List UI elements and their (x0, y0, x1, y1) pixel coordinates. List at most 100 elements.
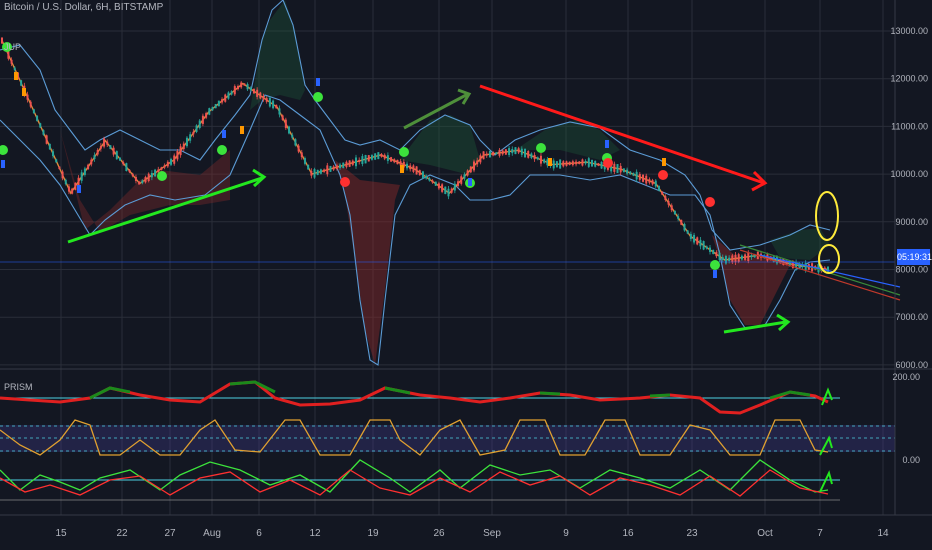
candle-body (664, 196, 667, 200)
candle-body (508, 148, 511, 155)
candle-body (444, 186, 447, 195)
candle-body (648, 179, 651, 183)
candle-body (600, 161, 603, 169)
rise-arrow[interactable] (403, 92, 469, 130)
price-tick-label: 6000.00 (895, 360, 928, 370)
candle-body (415, 166, 418, 175)
highlight-ellipse-lower[interactable] (818, 244, 840, 274)
prism-arrow-1 (821, 387, 833, 406)
candle-body (115, 151, 118, 160)
candle-body (160, 167, 163, 170)
candle-body (670, 205, 673, 211)
candle-body (406, 163, 409, 169)
candle-body (374, 153, 377, 160)
buy-signal[interactable] (710, 260, 720, 270)
candle-body (409, 165, 412, 170)
candle-body (543, 159, 546, 163)
candle-body (42, 130, 45, 135)
candle-body (552, 160, 555, 169)
candle-body (546, 159, 549, 166)
support-arrow-1[interactable] (67, 176, 263, 244)
candle-body (93, 155, 96, 160)
buy-signal[interactable] (0, 145, 8, 155)
candle-body (64, 179, 67, 185)
candle-body (520, 148, 523, 155)
candle-body (447, 188, 450, 197)
candle-body (185, 137, 188, 147)
prism-oscillator-lower (0, 459, 829, 493)
candle-body (421, 171, 424, 179)
candle-body (565, 161, 568, 166)
candle-body (182, 143, 185, 150)
sub-tick-label: 0.00 (902, 455, 920, 465)
candle-body (724, 255, 727, 264)
candle-body (699, 239, 702, 247)
buy-signal[interactable] (313, 92, 323, 102)
candle-body (217, 100, 220, 107)
candle-body (769, 256, 772, 261)
candle-body (686, 230, 689, 234)
channel-line-1 (739, 244, 901, 296)
bar-marker-orange (22, 88, 26, 96)
candle-body (252, 88, 255, 94)
candle-body (642, 174, 645, 182)
candle-body (795, 262, 798, 268)
candle-body (568, 161, 571, 165)
candle-body (431, 180, 434, 183)
candle-body (10, 59, 13, 64)
candle-body (476, 160, 479, 165)
candle-body (559, 159, 562, 169)
sell-signal[interactable] (603, 158, 613, 168)
time-tick-label: Oct (757, 528, 773, 539)
candle-body (259, 92, 262, 99)
buy-signal[interactable] (536, 143, 546, 153)
support-arrow-2[interactable] (723, 320, 787, 334)
time-tick-label: 26 (433, 528, 445, 539)
candle-body (390, 157, 393, 162)
candle-body (396, 159, 399, 165)
candle-body (740, 255, 743, 260)
candle-body (77, 177, 80, 186)
candle-body (654, 180, 657, 187)
candle-body (39, 123, 42, 128)
buy-signal[interactable] (217, 145, 227, 155)
buy-signal[interactable] (157, 171, 167, 181)
prism-oscillator-mid (0, 419, 829, 456)
buy-signal[interactable] (2, 42, 12, 52)
bar-marker-blue (316, 78, 320, 86)
candle-body (275, 104, 278, 109)
candle-body (208, 108, 211, 115)
candle-body (332, 166, 335, 170)
sell-signal[interactable] (658, 170, 668, 180)
candle-body (307, 164, 310, 170)
candle-body (128, 169, 131, 173)
candle-body (485, 153, 488, 156)
candle-body (638, 174, 641, 180)
candle-body (122, 162, 125, 165)
candle-body (693, 234, 696, 243)
candle-body (52, 151, 55, 157)
resistance-arrow[interactable] (479, 84, 765, 185)
candle-body (466, 170, 469, 176)
candle-body (326, 165, 329, 175)
sell-signal[interactable] (705, 197, 715, 207)
candle-body (632, 172, 635, 176)
sell-signal[interactable] (340, 177, 350, 187)
time-tick-label: Sep (483, 528, 501, 539)
candle-body (173, 155, 176, 164)
time-tick-label: 16 (622, 528, 634, 539)
candle-body (297, 145, 300, 152)
buy-signal[interactable] (399, 147, 409, 157)
candle-body (581, 159, 584, 166)
candle-body (48, 143, 51, 150)
indicator-label-prism: PRISM (4, 382, 33, 392)
candle-body (747, 252, 750, 262)
candle-body (119, 157, 121, 161)
candle-body (504, 149, 507, 155)
lower-band-line (0, 94, 831, 366)
time-tick-label: 9 (563, 528, 569, 539)
price-tick-label: 11000.00 (891, 121, 928, 131)
highlight-ellipse-upper[interactable] (815, 191, 839, 241)
candle-body (291, 134, 294, 138)
